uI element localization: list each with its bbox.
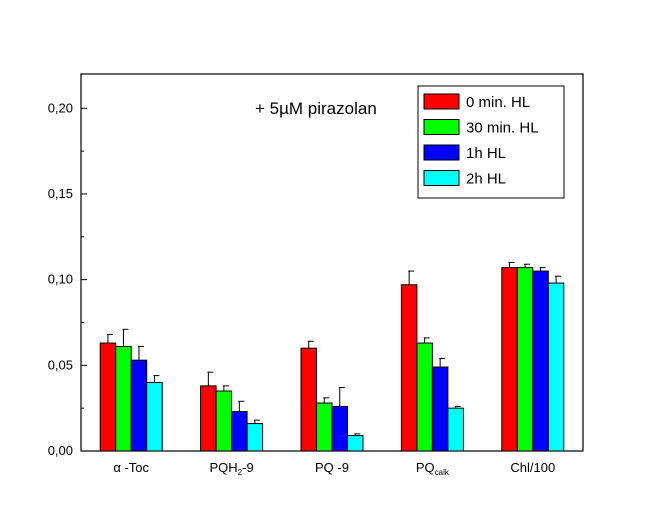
bar [215,390,233,452]
bar [130,359,148,452]
legend-swatch [423,170,460,186]
bar [231,411,248,452]
y-tick-label: 0,05 [48,357,73,372]
category-label-main: PQH [210,460,238,475]
bar [246,423,264,452]
y-axis-ticks: 0,00 0,05 0,10 0,15 0,20 [48,100,87,458]
bar [447,407,464,452]
category-label-subscript: calk [435,468,450,477]
bar [146,381,163,452]
category-label: PQ -9 [315,460,349,475]
category-label: PQcalk [416,460,450,477]
bar [532,270,549,452]
category-label-main: α -Toc [113,460,149,475]
legend-label: 0 min. HL [466,94,530,111]
bar [200,385,217,452]
legend-swatch [423,119,460,135]
bar [516,267,534,452]
y-tick-label: 0,20 [48,100,73,115]
legend-label: 2h HL [466,171,506,188]
bar [347,435,364,452]
category-label-subscript: 2 [238,468,243,477]
bar [316,402,333,452]
bar [400,284,418,452]
y-tick-label: 0,00 [48,443,73,458]
bar [99,342,117,452]
bar [547,282,565,452]
legend: 0 min. HL 30 min. HL 1h HL 2h HL [417,85,565,199]
category-label: PQH2-9 [210,460,254,477]
bar [115,345,132,452]
bar [416,342,433,452]
legend-swatch [423,93,460,110]
legend-label: 30 min. HL [466,120,539,137]
category-label-main: PQ -9 [315,460,349,475]
y-tick-label: 0,10 [48,272,73,287]
legend-label: 1h HL [466,145,506,162]
bar [431,366,449,452]
bar [501,267,518,452]
category-labels: α -Toc PQH2-9 PQ -9 PQcalk Chl/100 [113,460,555,477]
category-label-main: PQ [416,460,435,475]
category-label: α -Toc [113,460,149,475]
legend-swatch [423,144,460,161]
category-label: Chl/100 [510,460,555,475]
bar [331,405,348,452]
chart-annotation: + 5µM pirazolan [255,99,377,118]
category-label-suffix: -9 [242,460,254,475]
category-label-main: Chl/100 [510,460,555,475]
bar [300,347,317,452]
y-tick-label: 0,15 [48,186,73,201]
bars-group [99,262,565,452]
